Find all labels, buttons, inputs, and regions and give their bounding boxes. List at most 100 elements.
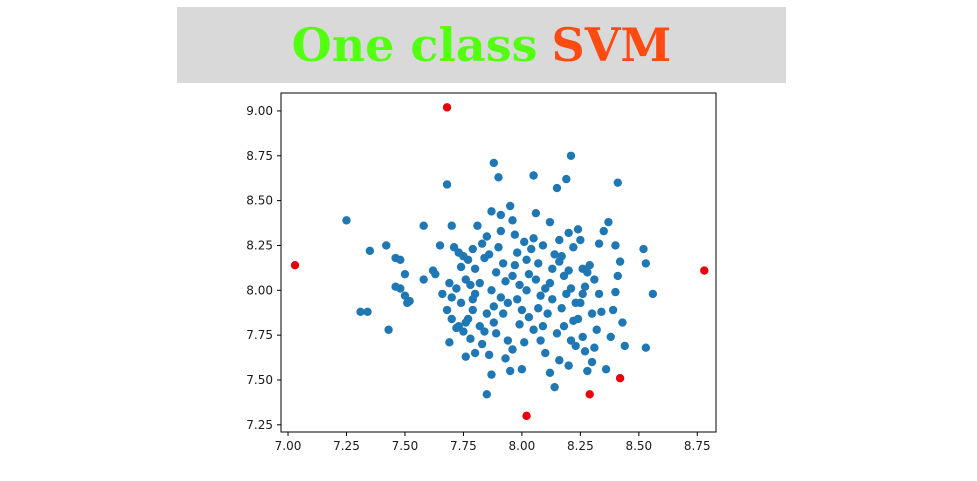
inlier-point xyxy=(470,264,480,273)
inlier-point xyxy=(566,151,576,160)
inlier-point xyxy=(356,307,365,317)
inlier-point xyxy=(513,295,522,304)
inlier-point xyxy=(396,284,405,293)
x-tick-label: 7.50 xyxy=(392,439,419,453)
y-tick-label: 7.25 xyxy=(246,418,273,432)
inlier-point xyxy=(438,289,447,299)
inlier-point xyxy=(452,284,461,293)
inlier-point xyxy=(566,284,576,293)
inlier-point xyxy=(578,332,587,342)
inlier-point xyxy=(641,343,651,352)
x-tick-label: 8.25 xyxy=(567,439,594,453)
inlier-point xyxy=(445,338,454,347)
inlier-point xyxy=(590,343,599,352)
inlier-point xyxy=(517,365,527,374)
y-tick-label: 8.50 xyxy=(246,194,273,208)
inlier-point xyxy=(503,298,513,308)
inlier-point xyxy=(562,174,571,184)
inlier-point xyxy=(641,259,651,268)
inlier-point xyxy=(477,239,487,248)
inlier-point xyxy=(620,341,629,351)
inlier-point xyxy=(510,230,520,239)
inlier-point xyxy=(342,216,351,225)
inlier-point xyxy=(604,217,613,227)
inlier-point xyxy=(505,201,515,211)
inlier-point xyxy=(484,250,494,259)
inlier-point xyxy=(613,178,622,187)
outlier-point xyxy=(442,103,452,112)
inlier-point xyxy=(580,347,590,356)
inlier-point xyxy=(403,298,412,308)
inlier-point xyxy=(613,271,622,281)
inlier-point xyxy=(447,293,456,302)
inlier-point xyxy=(503,336,513,345)
inlier-point xyxy=(564,361,573,370)
inlier-point xyxy=(597,307,606,317)
inlier-point xyxy=(590,275,599,284)
inlier-point xyxy=(473,221,482,230)
inlier-point xyxy=(508,271,517,281)
x-tick-label: 8.75 xyxy=(684,439,711,453)
inlier-point xyxy=(487,370,496,379)
x-tick-label: 7.25 xyxy=(333,439,360,453)
outlier-point xyxy=(615,373,625,383)
inlier-point xyxy=(363,307,372,317)
inlier-point xyxy=(557,304,566,313)
outlier-point xyxy=(522,411,531,421)
inlier-point xyxy=(501,277,510,286)
inlier-point xyxy=(489,158,499,168)
inlier-point xyxy=(508,345,517,354)
inlier-point xyxy=(585,260,594,270)
inlier-point xyxy=(487,207,496,216)
inlier-point xyxy=(552,183,562,193)
title-banner: One class SVM xyxy=(177,7,786,83)
inlier-point xyxy=(501,354,510,363)
inlier-point xyxy=(564,228,573,238)
inlier-point xyxy=(552,329,562,338)
inlier-point xyxy=(555,356,564,365)
inlier-point xyxy=(531,208,541,218)
x-tick-label: 8.00 xyxy=(509,439,536,453)
x-tick-label: 7.75 xyxy=(450,439,477,453)
inlier-point xyxy=(445,278,454,288)
inlier-point xyxy=(468,244,477,254)
inlier-point xyxy=(489,302,499,311)
inlier-point xyxy=(569,243,578,252)
inlier-point xyxy=(482,232,492,241)
inlier-point xyxy=(550,250,559,259)
inlier-point xyxy=(435,241,445,250)
inlier-point xyxy=(496,293,506,302)
x-tick-label: 7.00 xyxy=(275,439,302,453)
inlier-point xyxy=(580,282,590,291)
inlier-point xyxy=(365,246,375,256)
inlier-point xyxy=(456,298,466,308)
inlier-point xyxy=(543,309,552,318)
inlier-point xyxy=(564,266,573,275)
inlier-point xyxy=(524,313,534,322)
inlier-point xyxy=(573,225,583,234)
title: One class SVM xyxy=(292,22,672,68)
inlier-point xyxy=(522,286,531,295)
inlier-point xyxy=(489,318,499,327)
inlier-point xyxy=(534,304,543,313)
inlier-point xyxy=(599,226,608,236)
inlier-point xyxy=(592,325,601,334)
y-tick-label: 8.25 xyxy=(246,238,273,252)
inlier-point xyxy=(491,268,501,277)
inlier-point xyxy=(515,280,524,290)
inlier-point xyxy=(639,244,648,254)
inlier-point xyxy=(482,309,492,318)
inlier-point xyxy=(611,287,620,297)
inlier-point xyxy=(447,314,456,324)
inlier-point xyxy=(513,248,522,257)
inlier-point xyxy=(527,244,536,254)
inlier-point xyxy=(573,314,583,324)
y-tick-label: 7.50 xyxy=(246,373,273,387)
outlier-point xyxy=(290,260,300,270)
inlier-point xyxy=(548,264,557,273)
inlier-point xyxy=(541,348,550,358)
inlier-point xyxy=(419,221,428,230)
inlier-point xyxy=(615,257,625,266)
inlier-point xyxy=(583,366,592,376)
inlier-point xyxy=(536,336,545,345)
